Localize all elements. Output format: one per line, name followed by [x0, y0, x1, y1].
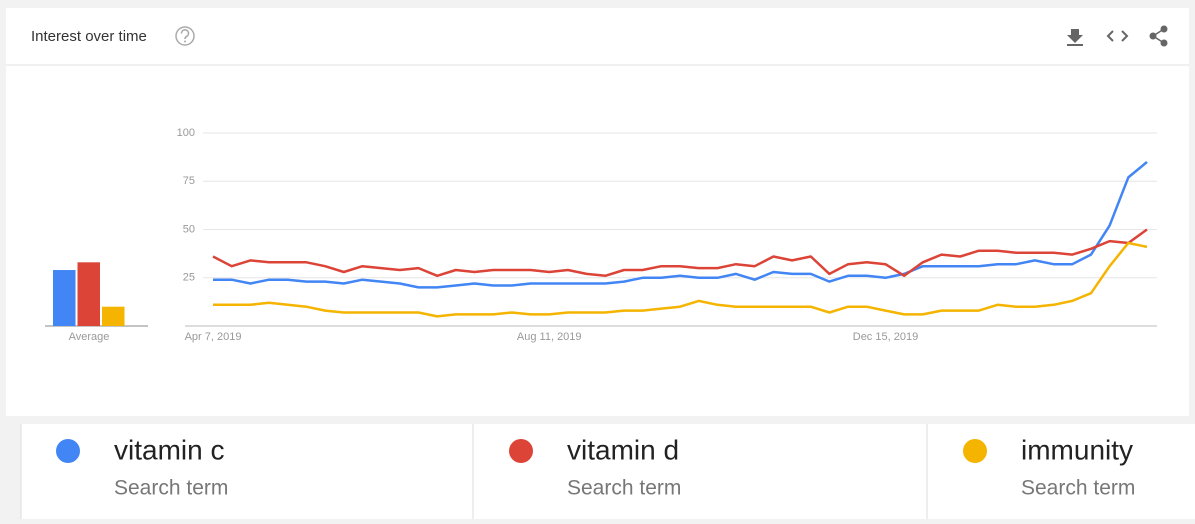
- y-tick-label: 75: [183, 175, 195, 187]
- x-tick-label: Dec 15, 2019: [853, 331, 918, 343]
- card-title: Interest over time: [31, 28, 147, 45]
- bar: [53, 270, 76, 326]
- legend-kind: Search term: [567, 477, 681, 500]
- x-tick-label: Average: [69, 331, 110, 343]
- legend-kind: Search term: [114, 477, 228, 500]
- share-icon[interactable]: [1149, 25, 1168, 47]
- y-tick-label: 25: [183, 272, 195, 284]
- x-tick-label: Aug 11, 2019: [517, 331, 582, 343]
- help-icon[interactable]: [175, 26, 195, 46]
- download-icon[interactable]: [1067, 29, 1083, 46]
- legend-dot: [56, 439, 80, 463]
- bar: [102, 306, 125, 326]
- legend-dot: [509, 439, 533, 463]
- line-series: [213, 241, 1148, 318]
- legend-label: vitamin d: [567, 434, 679, 465]
- legend-dot: [963, 439, 987, 463]
- legend-label: immunity: [1021, 434, 1133, 465]
- line-series: [212, 228, 1148, 278]
- embed-icon[interactable]: [1106, 30, 1129, 42]
- line-series: [213, 161, 1148, 289]
- legend-panel: [21, 424, 1195, 519]
- card: [6, 8, 1189, 416]
- y-tick-label: 50: [183, 223, 195, 235]
- legend-kind: Search term: [1021, 477, 1135, 500]
- x-tick-label: Apr 7, 2019: [185, 331, 242, 343]
- y-tick-label: 100: [177, 127, 195, 139]
- bar: [77, 262, 100, 326]
- legend-label: vitamin c: [114, 434, 224, 465]
